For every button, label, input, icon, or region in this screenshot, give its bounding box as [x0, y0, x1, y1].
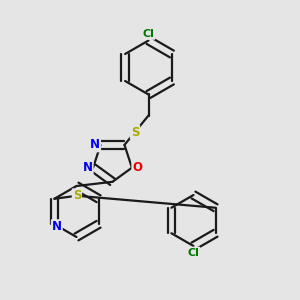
Text: N: N: [90, 138, 100, 152]
Text: O: O: [132, 161, 142, 174]
Text: Cl: Cl: [188, 248, 200, 258]
Text: S: S: [73, 189, 81, 202]
Text: N: N: [52, 220, 62, 233]
Text: Cl: Cl: [142, 29, 154, 39]
Text: S: S: [131, 125, 139, 139]
Text: N: N: [83, 161, 93, 174]
